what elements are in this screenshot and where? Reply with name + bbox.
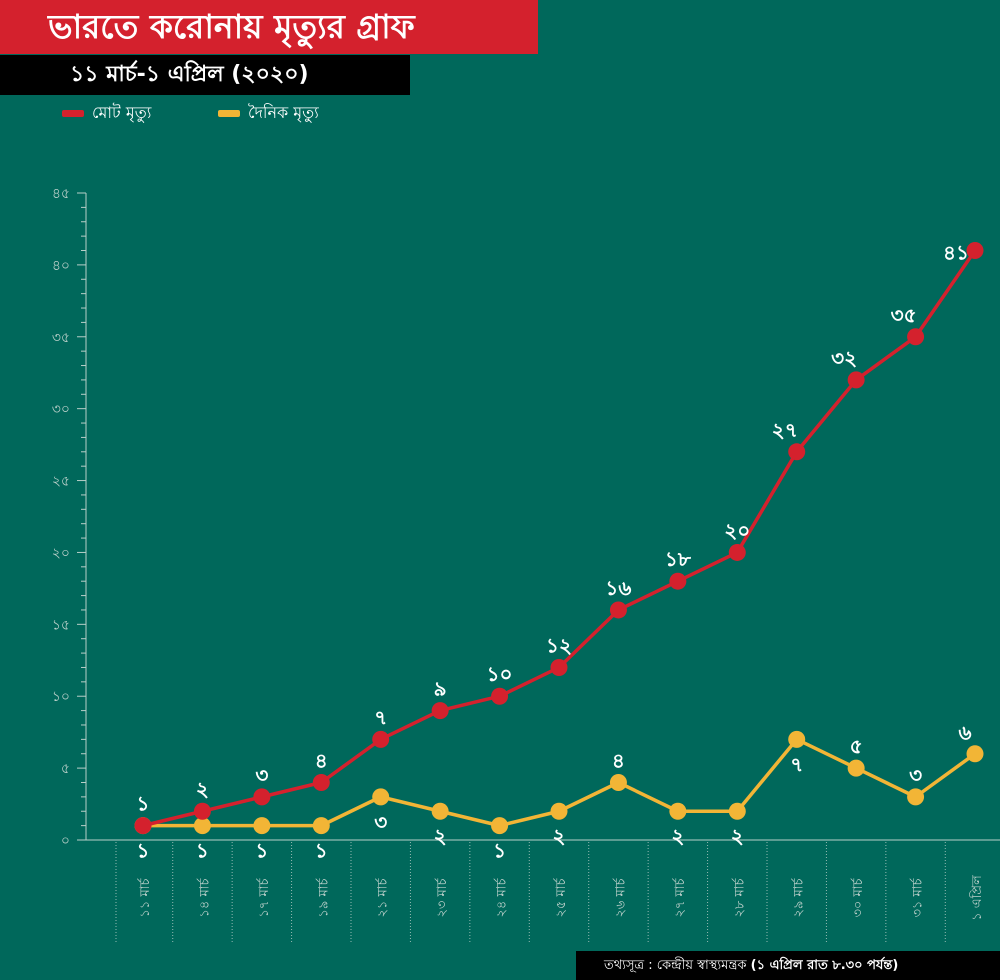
total-data-label: ৩২: [831, 346, 857, 370]
daily-data-label: ১: [493, 839, 506, 863]
daily-data-label: ৩: [909, 763, 922, 787]
y-tick-label: ৩০: [52, 402, 70, 418]
total-point: [253, 788, 271, 806]
daily-point: [669, 802, 687, 820]
daily-data-label: ১: [255, 839, 268, 863]
y-tick-label: ২০: [52, 545, 70, 561]
daily-data-label: ২: [731, 824, 744, 848]
x-tick-label: ১১ মার্চ: [137, 878, 153, 918]
daily-point: [312, 817, 330, 835]
daily-data-label: ১: [137, 839, 150, 863]
total-data-label: ২: [196, 777, 209, 801]
chart-title: ভারতে করোনায় মৃত্যুর গ্রাফ: [0, 0, 538, 54]
legend-item-daily: দৈনিক মৃত্যু: [218, 103, 319, 123]
daily-data-label: ৪: [612, 748, 625, 772]
total-point: [491, 687, 509, 705]
total-point: [788, 443, 806, 461]
total-data-label: ৪: [315, 748, 328, 772]
legend-swatch-daily: [218, 110, 240, 117]
x-tick-label: ২৬ মার্চ: [613, 877, 629, 917]
total-point: [847, 371, 865, 389]
daily-data-label: ৬: [958, 721, 971, 745]
daily-point: [550, 802, 568, 820]
y-tick-label: ১৫: [52, 617, 70, 633]
legend-swatch-total: [62, 110, 84, 117]
source-prefix: তথ্যসূত্র : কেন্দ্রীয় স্বাস্থ্যমন্ত্রক: [604, 958, 747, 973]
total-data-label: ১৮: [665, 547, 692, 571]
total-point: [431, 702, 449, 720]
total-point: [609, 601, 627, 619]
total-data-label: ৪১: [943, 241, 969, 265]
total-data-label: ১২: [546, 633, 572, 657]
total-data-label: ১০: [487, 662, 513, 686]
daily-point: [847, 759, 865, 777]
daily-point: [491, 817, 509, 835]
daily-data-label: ৭: [790, 752, 803, 776]
total-point: [193, 802, 211, 820]
x-tick-label: ২৪ মার্চ: [494, 878, 510, 918]
x-tick-label: ২৩ মার্চ: [434, 877, 450, 917]
x-tick-label: ১ এপ্রিল: [969, 875, 985, 921]
daily-point: [966, 745, 984, 763]
daily-point: [193, 817, 211, 835]
total-data-label: ২০: [724, 518, 750, 542]
x-tick-label: ১৪ মার্চ: [197, 878, 213, 918]
source-date: (১ এপ্রিল রাত ৮.৩০ পর্যন্ত): [750, 958, 899, 973]
x-tick-label: ২৮ মার্চ: [731, 878, 747, 918]
daily-data-label: ৫: [850, 734, 863, 758]
total-point: [312, 773, 330, 791]
x-tick-label: ১৯ মার্চ: [315, 878, 331, 918]
total-point: [669, 572, 687, 590]
legend-label-total: মোট মৃত্যু: [92, 103, 152, 122]
y-tick-label: ৫: [61, 761, 70, 777]
daily-point: [788, 730, 806, 748]
source-note: তথ্যসূত্র : কেন্দ্রীয় স্বাস্থ্যমন্ত্রক …: [576, 951, 1000, 980]
total-data-label: ৩: [255, 763, 268, 787]
total-data-label: ১: [137, 792, 150, 816]
total-point: [907, 328, 925, 346]
series-total: [134, 242, 984, 835]
daily-point: [253, 817, 271, 835]
total-point: [728, 543, 746, 561]
chart-subtitle: ১১ মার্চ-১ এপ্রিল (২০২০): [0, 55, 410, 95]
y-tick-label: ০: [61, 833, 70, 849]
x-tick-label: ৩০ মার্চ: [850, 877, 866, 917]
total-data-label: ৯: [434, 677, 447, 701]
daily-point: [431, 802, 449, 820]
y-tick-label: ৪০: [52, 258, 70, 274]
total-point: [134, 817, 152, 835]
daily-point: [728, 802, 746, 820]
daily-data-label: ১: [196, 839, 209, 863]
series-daily: [134, 730, 984, 835]
total-point: [966, 242, 984, 260]
total-point: [550, 658, 568, 676]
total-point: [372, 730, 390, 748]
y-tick-label: ২৫: [52, 474, 70, 490]
y-tick-label: ১০: [52, 689, 70, 705]
y-tick-label: ৩৫: [52, 330, 70, 346]
daily-data-label: ৩: [374, 810, 387, 834]
x-tick-label: ২৭ মার্চ: [672, 877, 688, 917]
y-tick-label: ৪৫: [52, 186, 70, 202]
daily-data-label: ২: [552, 824, 565, 848]
x-tick-label: ২৫ মার্চ: [553, 878, 569, 918]
x-tick-label: ৩১ মার্চ: [910, 878, 926, 918]
x-tick-label: ১৭ মার্চ: [256, 878, 272, 918]
daily-data-label: ২: [434, 824, 447, 848]
x-tick-label: ২৯ মার্চ: [791, 878, 807, 918]
daily-data-label: ২: [671, 824, 684, 848]
daily-data-label: ১: [315, 839, 328, 863]
daily-point: [372, 788, 390, 806]
total-data-label: ৭: [374, 705, 387, 729]
total-data-label: ২৭: [772, 418, 798, 442]
legend-label-daily: দৈনিক মৃত্যু: [248, 103, 319, 122]
x-tick-label: ২১ মার্চ: [375, 878, 391, 918]
total-data-label: ৩৫: [891, 303, 917, 327]
daily-point: [907, 788, 925, 806]
daily-point: [609, 773, 627, 791]
total-data-label: ১৬: [605, 576, 631, 600]
legend-item-total: মোট মৃত্যু: [62, 103, 151, 123]
